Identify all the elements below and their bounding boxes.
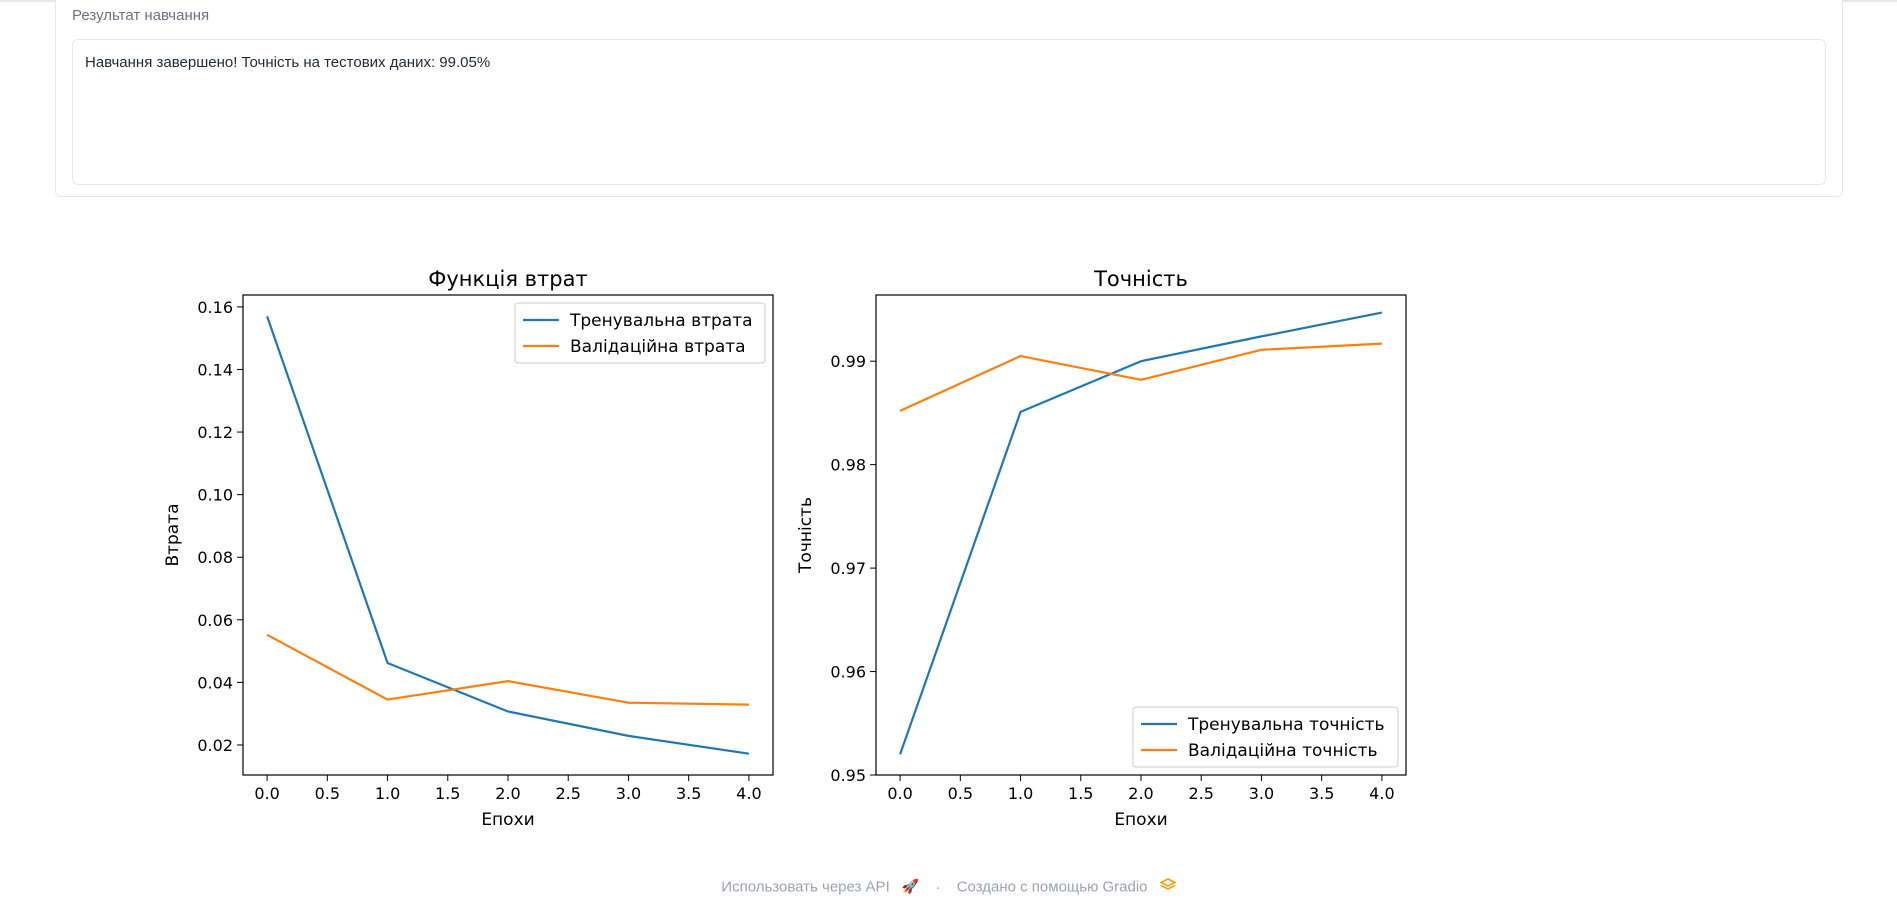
y-tick-label: 0.98 — [830, 456, 866, 475]
legend-entry-1: Валідаційна точність — [1188, 741, 1378, 761]
x-tick-label: 0.0 — [887, 784, 912, 803]
x-tick-label: 0.5 — [948, 784, 973, 803]
training-figure: Функція втрат Епохи Втрата 0.0 0.5 1.0 1.5 2.0 2… — [150, 250, 1430, 850]
series-line-0 — [266, 315, 750, 755]
gradio-logo-icon — [1158, 878, 1177, 896]
result-textbox[interactable]: Навчання завершено! Точність на тестових… — [72, 39, 1826, 185]
footer: Использовать через API 🚀 · Создано с пом… — [0, 878, 1897, 896]
x-axis-label: Епохи — [481, 810, 534, 830]
x-tick-label: 2.5 — [556, 784, 581, 803]
x-tick-label: 1.5 — [435, 784, 460, 803]
plot-frame — [242, 294, 774, 776]
legend-entry-1: Валідаційна втрата — [570, 337, 746, 357]
legend: Тренувальна точність Валідаційна точність — [1132, 706, 1399, 768]
legend-entry-0: Тренувальна втрата — [569, 311, 753, 331]
legend: Тренувальна втрата Валідаційна втрата — [514, 302, 766, 364]
y-axis-label: Втрата — [163, 503, 183, 566]
series-line-1 — [899, 342, 1382, 412]
y-tick-label: 0.97 — [830, 559, 866, 578]
x-tick-label: 1.0 — [1008, 784, 1033, 803]
chart-title: Точність — [1093, 267, 1188, 291]
x-tick-label: 3.0 — [1249, 784, 1274, 803]
x-tick-label: 1.5 — [1068, 784, 1093, 803]
series-line-1 — [266, 633, 749, 706]
y-tick-label: 0.02 — [197, 736, 233, 755]
x-tick-label: 3.5 — [676, 784, 701, 803]
y-tick-label: 0.16 — [197, 298, 233, 317]
y-axis-label: Точність — [796, 497, 816, 574]
y-tick-label: 0.96 — [830, 663, 866, 682]
x-tick-label: 0.0 — [254, 784, 279, 803]
y-tick-label: 0.95 — [830, 766, 866, 785]
legend-box — [1132, 706, 1399, 768]
built-with-gradio-label: Создано с помощью Gradio — [956, 878, 1148, 896]
legend-entry-0: Тренувальна точність — [1187, 715, 1385, 735]
chart-0: Функція втрат Епохи Втрата 0.0 0.5 1.0 1.5 2.0 2… — [163, 267, 774, 830]
y-tick-label: 0.08 — [197, 548, 233, 567]
x-tick-label: 2.0 — [495, 784, 520, 803]
x-tick-label: 2.0 — [1128, 784, 1153, 803]
training-charts-svg: Функція втрат Епохи Втрата 0.0 0.5 1.0 1.5 2.0 2… — [163, 267, 1407, 830]
x-tick-label: 0.5 — [315, 784, 340, 803]
series-line-0 — [899, 311, 1383, 755]
x-tick-label: 4.0 — [736, 784, 761, 803]
use-via-api-label: Использовать через API — [721, 878, 890, 896]
legend-box — [514, 302, 766, 364]
plot-frame — [875, 294, 1407, 776]
chart-title: Функція втрат — [428, 267, 587, 291]
chart-1: Точність Епохи Точність 0.0 0.5 1.0 1.5 2.0 2.5 3… — [796, 267, 1407, 830]
x-axis-label: Епохи — [1114, 810, 1167, 830]
y-tick-label: 0.10 — [197, 486, 233, 505]
x-tick-label: 1.0 — [375, 784, 400, 803]
y-tick-label: 0.14 — [197, 360, 233, 379]
x-tick-label: 3.5 — [1309, 784, 1334, 803]
y-tick-label: 0.99 — [830, 352, 866, 371]
built-with-gradio-link[interactable]: Создано с помощью Gradio — [956, 878, 1177, 896]
result-label: Результат навчання — [72, 7, 210, 24]
y-tick-label: 0.12 — [197, 423, 233, 442]
x-tick-label: 3.0 — [616, 784, 641, 803]
footer-separator: · — [935, 878, 941, 896]
x-tick-label: 2.5 — [1189, 784, 1214, 803]
result-output-block: Результат навчання Навчання завершено! Т… — [55, 0, 1843, 197]
y-tick-label: 0.06 — [197, 611, 233, 630]
y-tick-label: 0.04 — [197, 673, 233, 692]
use-via-api-link[interactable]: Использовать через API 🚀 — [721, 878, 923, 896]
rocket-icon: 🚀 — [901, 879, 920, 896]
x-tick-label: 4.0 — [1369, 784, 1394, 803]
